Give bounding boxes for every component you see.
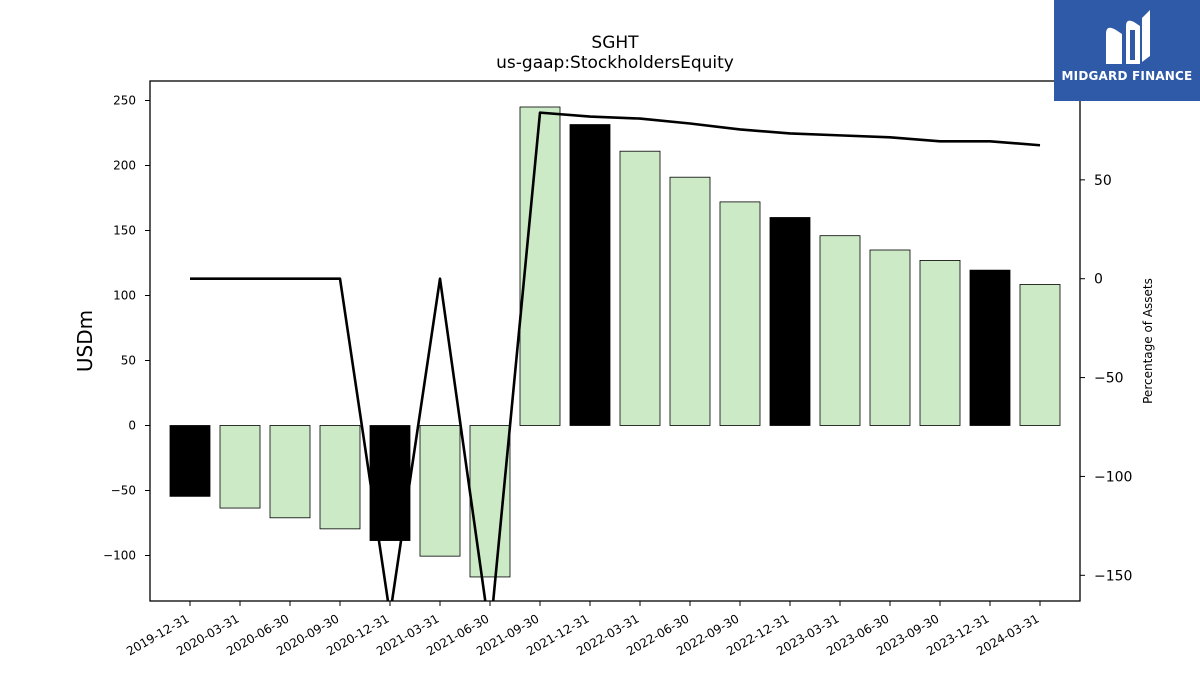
brand-name: MIDGARD FINANCE: [1061, 69, 1193, 83]
brand-mark-icon: [1106, 10, 1150, 65]
bar: [519, 106, 561, 426]
y-tick-label: 200: [113, 159, 136, 173]
y-tick-label: −100: [103, 549, 136, 563]
y-tick-label: 50: [121, 354, 136, 368]
bar: [619, 150, 661, 426]
brand-logo: MIDGARD FINANCE: [1054, 0, 1200, 101]
y2-tick-label: −50: [1094, 371, 1124, 387]
y2-tick-label: −100: [1094, 469, 1132, 485]
y2-tick-label: −150: [1094, 568, 1132, 584]
percentage-line: [190, 111, 1041, 601]
chart-title: SGHT: [591, 33, 639, 53]
plot-frame: [149, 80, 1081, 602]
y-axis-label: USDm: [73, 310, 97, 372]
bar: [669, 176, 711, 426]
bar: [769, 217, 811, 426]
bar: [969, 269, 1011, 426]
bar: [819, 235, 861, 426]
y2-tick-label: 50: [1094, 173, 1112, 189]
y-axis: −100 −50 0 50 100 150 200 250: [103, 94, 150, 563]
y-tick-label: −50: [111, 484, 136, 498]
bar: [169, 425, 211, 497]
y-tick-label: 250: [113, 94, 136, 108]
bar: [919, 259, 961, 426]
bar-series: [169, 106, 1061, 578]
y-tick-label: 150: [113, 224, 136, 238]
bar: [869, 249, 911, 426]
bar: [1019, 284, 1061, 426]
y2-axis-label: Percentage of Assets: [1141, 278, 1155, 404]
bar: [269, 425, 311, 519]
x-axis: 2019-12-312020-03-312020-06-302020-09-30…: [124, 601, 1042, 658]
line-series: [190, 111, 1041, 601]
bar: [719, 201, 761, 426]
y2-tick-label: 0: [1094, 272, 1103, 288]
y-tick-label: 0: [128, 419, 136, 433]
y-tick-label: 100: [113, 289, 136, 303]
chart-subtitle: us-gaap:StockholdersEquity: [496, 53, 734, 73]
bar: [319, 425, 361, 530]
y2-axis: −150 −100 −50 0 50: [1080, 173, 1132, 584]
bar: [219, 425, 261, 509]
bar: [419, 425, 461, 557]
bar: [569, 124, 611, 426]
